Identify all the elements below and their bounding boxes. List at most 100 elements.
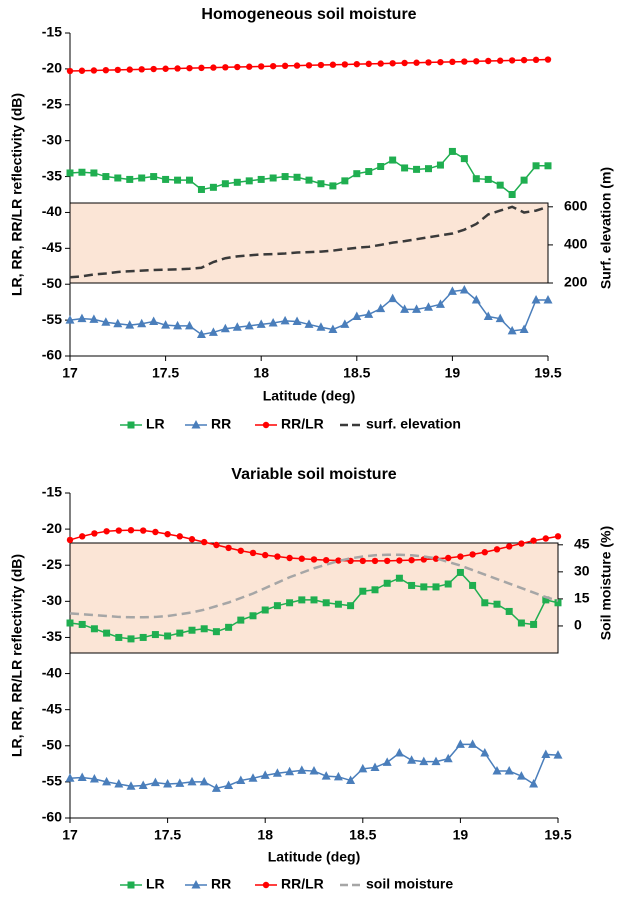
marker-circle [359, 557, 366, 565]
marker-circle [473, 58, 480, 65]
marker-circle [103, 528, 110, 535]
marker-triangle [382, 757, 392, 766]
marker-circle [413, 59, 420, 66]
marker-square [114, 174, 122, 182]
marker-triangle [224, 780, 234, 789]
marker-circle [518, 540, 525, 547]
x-tick-label: 18 [253, 365, 269, 381]
marker-circle [508, 57, 516, 64]
marker-triangle [529, 779, 539, 788]
marker-triangle [256, 319, 266, 328]
marker-circle [140, 527, 147, 534]
marker-circle [150, 65, 157, 73]
marker-triangle [272, 768, 282, 777]
marker-circle [176, 533, 183, 540]
legend-label: RR/LR [281, 416, 324, 432]
marker-circle [396, 557, 403, 564]
marker-circle [469, 551, 476, 558]
x-tick-label: 18.5 [349, 827, 376, 843]
marker-triangle [297, 765, 307, 774]
marker-triangle [340, 319, 350, 328]
marker-triangle [480, 748, 490, 757]
marker-triangle [77, 313, 87, 323]
marker-triangle [285, 766, 295, 776]
marker-square [245, 177, 253, 185]
marker-triangle [161, 320, 171, 329]
x-tick-label: 19.5 [544, 827, 571, 843]
y-axis-label: LR, RR, RR/LR reflectivity (dB) [9, 554, 25, 757]
marker-triangle [126, 781, 136, 790]
marker-circle [445, 554, 452, 562]
marker-triangle [89, 774, 99, 783]
marker-circle [389, 60, 396, 67]
marker-circle [461, 58, 468, 65]
marker-triangle [211, 783, 221, 792]
marker-triangle [196, 329, 206, 338]
marker-square [436, 161, 444, 169]
marker-triangle [138, 780, 148, 789]
marker-triangle [65, 773, 75, 782]
marker-triangle [191, 880, 201, 889]
marker-square [401, 164, 409, 172]
marker-circle [493, 546, 501, 553]
marker-triangle [407, 755, 417, 764]
marker-triangle [236, 775, 246, 784]
marker-triangle [260, 770, 270, 779]
marker-triangle [89, 314, 99, 323]
marker-circle [258, 63, 265, 70]
y-tick-label: -55 [42, 773, 62, 789]
marker-circle [90, 67, 98, 74]
marker-triangle [504, 766, 514, 775]
marker-circle [365, 60, 372, 68]
legend-label: RR/LR [281, 876, 324, 892]
marker-square [225, 623, 233, 631]
x-tick-label: 17 [62, 827, 78, 843]
marker-square [164, 632, 172, 640]
marker-triangle [519, 324, 529, 333]
marker-triangle [400, 304, 410, 313]
marker-triangle [553, 750, 563, 759]
marker-triangle [321, 771, 331, 780]
marker-square [389, 156, 397, 164]
marker-triangle [309, 766, 319, 775]
marker-triangle [304, 319, 314, 328]
marker-circle [481, 549, 488, 556]
x-tick-label: 19.5 [534, 365, 561, 381]
marker-circle [554, 533, 562, 540]
marker-triangle [150, 777, 160, 787]
marker-square [102, 173, 110, 181]
marker-circle [127, 526, 135, 534]
marker-square [176, 629, 184, 637]
marker-circle [532, 56, 540, 64]
legend-label: RR [211, 876, 231, 892]
marker-square [103, 629, 111, 637]
marker-circle [234, 63, 241, 71]
marker-square [305, 176, 313, 184]
marker-circle [335, 557, 342, 564]
marker-square [532, 162, 540, 170]
marker-square [78, 620, 86, 628]
legend-label: surf. elevation [366, 416, 461, 432]
marker-circle [262, 551, 269, 559]
marker-square [90, 625, 98, 633]
marker-square [456, 568, 464, 576]
marker-square [162, 175, 170, 183]
y-tick-label: -15 [42, 484, 62, 500]
marker-circle [102, 66, 110, 74]
marker-square [484, 175, 492, 183]
marker-square [420, 583, 428, 591]
marker-circle [457, 553, 464, 560]
marker-square [432, 583, 440, 591]
y2-tick-label: 0 [574, 617, 582, 633]
marker-circle [286, 554, 293, 562]
marker-square [78, 168, 86, 176]
marker-triangle [492, 766, 502, 775]
marker-square [139, 633, 147, 641]
marker-square [444, 580, 452, 588]
x-tick-label: 18.5 [343, 365, 370, 381]
y-tick-label: -20 [42, 60, 62, 76]
marker-triangle [187, 776, 197, 786]
marker-triangle [364, 309, 374, 318]
y-tick-label: -55 [42, 311, 62, 327]
